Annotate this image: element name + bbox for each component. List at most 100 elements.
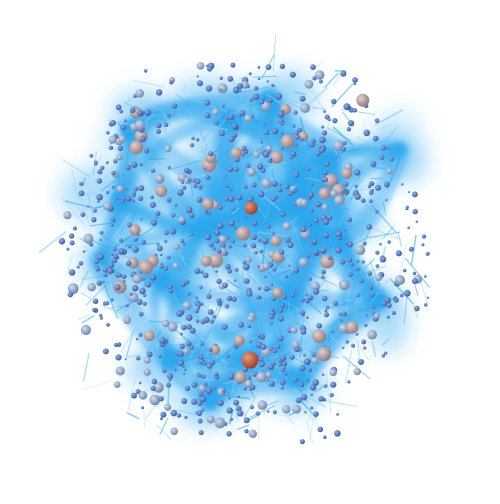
small-halo	[229, 122, 231, 124]
small-halo	[181, 398, 187, 404]
small-halo	[73, 226, 77, 230]
small-halo	[258, 239, 261, 242]
small-halo	[184, 368, 187, 371]
small-halo	[200, 355, 204, 359]
small-halo	[252, 221, 257, 226]
small-halo	[260, 100, 264, 104]
medium-halo	[198, 385, 206, 393]
small-halo	[59, 238, 65, 244]
small-halo	[214, 230, 220, 236]
small-halo	[313, 288, 320, 295]
small-halo	[180, 344, 185, 349]
small-halo	[91, 217, 96, 222]
small-halo	[280, 303, 284, 307]
small-halo	[120, 125, 126, 131]
small-halo	[318, 427, 324, 433]
small-halo	[139, 271, 142, 274]
small-halo	[150, 195, 154, 199]
medium-halo	[117, 185, 124, 192]
gas-strand	[134, 81, 165, 87]
small-halo	[267, 379, 270, 382]
small-halo	[187, 178, 191, 182]
gas-strand	[152, 296, 189, 297]
small-halo	[184, 168, 189, 173]
small-halo	[276, 344, 281, 349]
small-halo	[174, 368, 177, 371]
small-halo	[191, 382, 197, 388]
small-halo	[299, 365, 305, 371]
small-halo	[244, 278, 250, 284]
small-halo	[97, 280, 102, 285]
small-halo	[271, 84, 274, 87]
small-halo	[249, 340, 252, 343]
small-halo	[328, 256, 332, 260]
small-halo	[138, 333, 142, 337]
small-halo	[171, 410, 178, 417]
small-halo	[232, 297, 237, 302]
medium-halo	[387, 168, 393, 174]
small-halo	[195, 309, 199, 313]
small-halo	[386, 303, 391, 308]
small-halo	[99, 239, 102, 242]
medium-halo	[245, 380, 253, 388]
small-halo	[280, 212, 285, 217]
small-halo	[299, 382, 304, 387]
medium-halo	[132, 274, 142, 284]
small-halo	[164, 230, 169, 235]
small-halo	[268, 98, 273, 103]
small-halo	[371, 293, 375, 297]
medium-halo	[322, 204, 328, 210]
small-halo	[413, 272, 416, 275]
small-halo	[279, 183, 282, 186]
small-halo	[158, 396, 163, 401]
small-halo	[115, 354, 121, 360]
small-halo	[130, 107, 136, 113]
large-halo	[356, 94, 369, 107]
small-halo	[244, 215, 247, 218]
small-halo	[249, 388, 251, 390]
small-halo	[140, 218, 142, 220]
medium-halo	[249, 430, 257, 438]
small-halo	[124, 187, 127, 190]
small-halo	[217, 223, 223, 229]
small-halo	[212, 265, 214, 267]
small-halo	[276, 93, 283, 100]
small-halo	[366, 224, 372, 230]
small-halo	[322, 296, 328, 302]
small-halo	[323, 171, 328, 176]
small-halo	[405, 207, 408, 210]
small-halo	[79, 190, 85, 196]
medium-halo	[144, 369, 151, 376]
small-halo	[421, 243, 424, 246]
small-halo	[354, 169, 360, 175]
medium-halo	[247, 167, 256, 176]
small-halo	[416, 220, 418, 222]
small-halo	[206, 65, 208, 67]
gas-strand	[345, 350, 351, 383]
small-halo	[290, 156, 293, 159]
small-halo	[299, 348, 302, 351]
small-halo	[380, 155, 385, 160]
large-halo	[271, 236, 282, 247]
medium-halo	[329, 369, 336, 376]
small-halo	[354, 184, 357, 187]
small-halo	[197, 410, 203, 416]
medium-halo	[374, 313, 380, 319]
small-halo	[100, 166, 104, 170]
small-halo	[336, 413, 339, 416]
small-halo	[385, 199, 388, 202]
small-halo	[359, 279, 364, 284]
small-halo	[217, 249, 222, 254]
small-halo	[199, 392, 204, 397]
small-halo	[300, 226, 306, 232]
small-halo	[107, 268, 113, 274]
small-halo	[176, 310, 183, 317]
medium-halo	[292, 405, 301, 414]
small-halo	[366, 314, 368, 316]
medium-halo	[178, 216, 185, 223]
medium-halo	[253, 151, 260, 158]
small-halo	[321, 270, 326, 275]
small-halo	[229, 136, 235, 142]
small-halo	[227, 269, 232, 274]
small-halo	[274, 195, 278, 199]
